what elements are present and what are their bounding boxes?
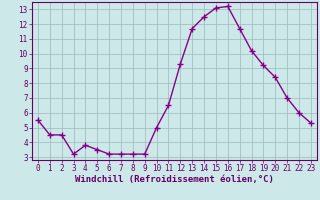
X-axis label: Windchill (Refroidissement éolien,°C): Windchill (Refroidissement éolien,°C) [75, 175, 274, 184]
